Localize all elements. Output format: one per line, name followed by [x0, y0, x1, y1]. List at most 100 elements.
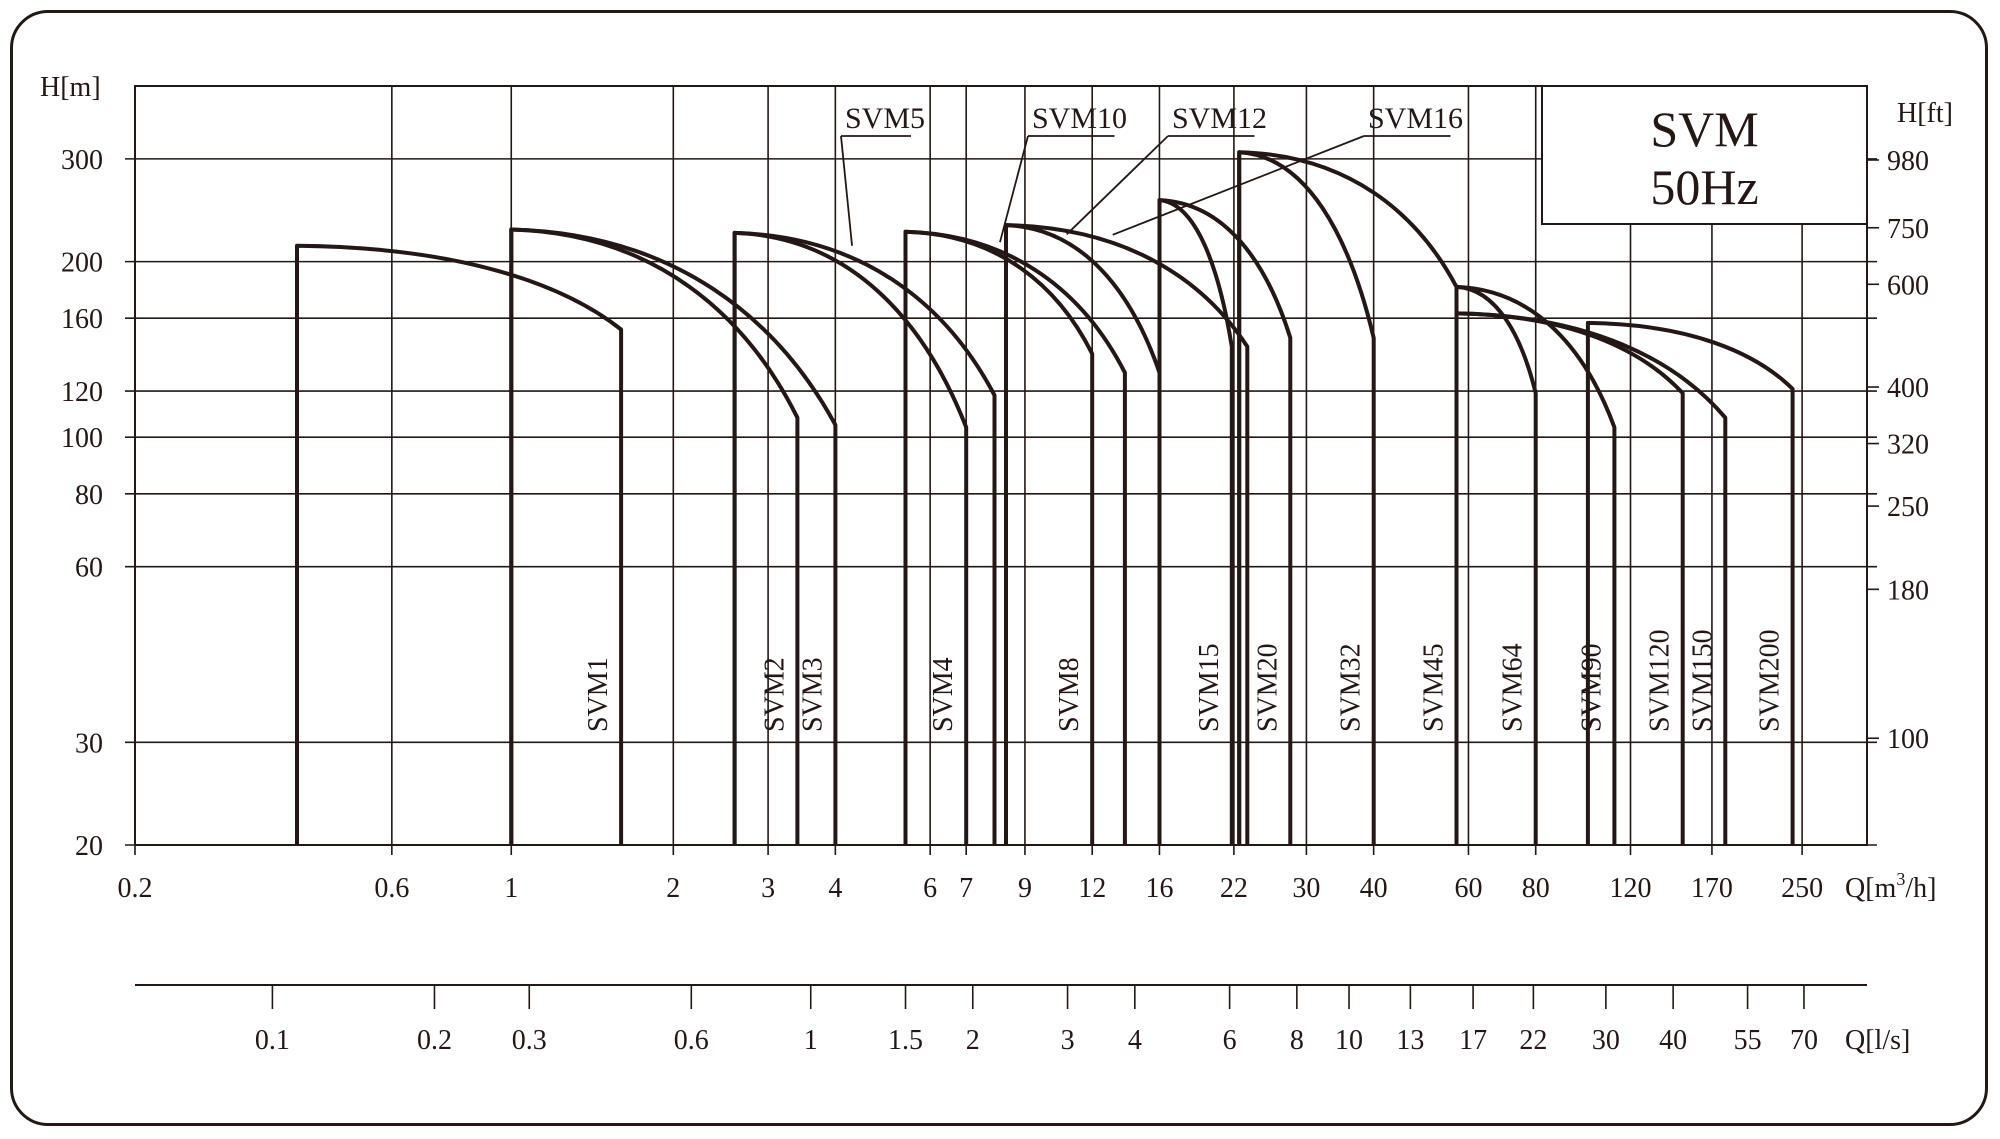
y-right-tick-label: 250	[1887, 492, 1929, 523]
labels: 2030608010012016020030010018025032040060…	[40, 72, 1953, 1056]
y-tick-label: 120	[61, 377, 103, 408]
x-tick-label: 40	[1360, 873, 1388, 904]
y-right-tick-label: 400	[1887, 373, 1929, 404]
x2-tick-label: 2	[966, 1025, 980, 1056]
y-right-tick-label: 980	[1887, 146, 1929, 177]
x-tick-label: 170	[1691, 873, 1733, 904]
x2-tick-label: 4	[1128, 1025, 1142, 1056]
curve-label-svm32: SVM32	[1336, 643, 1367, 732]
x-tick-label: 120	[1610, 873, 1652, 904]
x2-tick-label: 6	[1223, 1025, 1237, 1056]
x2-tick-label: 22	[1519, 1025, 1547, 1056]
x-tick-label: 60	[1454, 873, 1482, 904]
y-tick-label: 60	[75, 553, 103, 584]
x2-tick-label: 13	[1396, 1025, 1424, 1056]
chart-title: SVM	[1650, 101, 1758, 157]
y-right-tick-label: 100	[1887, 724, 1929, 755]
x2-tick-label: 0.2	[417, 1025, 452, 1056]
x-tick-label: 7	[959, 873, 973, 904]
curve-svm20	[1157, 198, 1293, 845]
curve-label-svm10: SVM10	[1032, 102, 1127, 135]
leader-line	[1066, 135, 1169, 235]
x-tick-label: 6	[923, 873, 937, 904]
curve-svm4	[732, 230, 969, 845]
y-tick-label: 20	[75, 831, 103, 862]
x2-tick-label: 0.1	[255, 1025, 290, 1056]
curve-label-svm90: SVM90	[1576, 643, 1607, 732]
curve-label-svm20: SVM20	[1252, 643, 1283, 732]
x2-tick-label: 40	[1659, 1025, 1687, 1056]
curve-label-svm3: SVM3	[797, 657, 828, 732]
x-tick-label: 0.2	[118, 873, 153, 904]
curve-svm200	[1585, 320, 1795, 845]
x2-tick-label: 30	[1592, 1025, 1620, 1056]
curve-svm45	[1237, 150, 1459, 845]
curves	[295, 135, 1795, 845]
x-tick-label: 0.6	[374, 873, 409, 904]
curve-label-svm2: SVM2	[759, 657, 790, 732]
curve-label-svm150: SVM150	[1687, 629, 1718, 732]
y-tick-label: 100	[61, 423, 103, 454]
curve-label-svm8: SVM8	[1054, 657, 1085, 732]
x2-tick-label: 0.6	[674, 1025, 709, 1056]
x-tick-label: 3	[761, 873, 775, 904]
x-tick-label: 16	[1145, 873, 1173, 904]
curve-label-svm64: SVM64	[1498, 643, 1529, 732]
y-tick-label: 80	[75, 480, 103, 511]
y-left-axis-label: H[m]	[40, 72, 101, 103]
curve-svm5	[732, 230, 997, 845]
x-tick-label: 4	[828, 873, 842, 904]
curve-svm150	[1454, 311, 1728, 845]
y-right-axis-label: H[ft]	[1897, 98, 1953, 129]
x-tick-label: 9	[1018, 873, 1032, 904]
y-right-tick-label: 320	[1887, 430, 1929, 461]
title-box	[1541, 85, 1868, 225]
y-tick-label: 300	[61, 145, 103, 176]
curve-label-svm120: SVM120	[1645, 629, 1676, 732]
curve-svm8	[903, 229, 1095, 845]
x-tick-label: 12	[1078, 873, 1106, 904]
y-right-tick-label: 180	[1887, 575, 1929, 606]
curve-label-svm200: SVM200	[1755, 629, 1786, 732]
x2-tick-label: 1.5	[888, 1025, 923, 1056]
x2-axis-label: Q[l/s]	[1845, 1025, 1910, 1056]
curve-label-svm4: SVM4	[928, 657, 959, 732]
curve-svm15	[1157, 198, 1234, 845]
y-tick-label: 160	[61, 304, 103, 335]
x-tick-label: 30	[1292, 873, 1320, 904]
curve-svm3	[509, 227, 838, 845]
chart-subtitle: 50Hz	[1650, 159, 1758, 215]
x2-tick-label: 3	[1061, 1025, 1075, 1056]
x-axis-label-prefix: Q[m	[1845, 873, 1897, 904]
x-tick-label: 80	[1522, 873, 1550, 904]
x-axis-label: Q[m3/h]	[1845, 869, 1936, 904]
x2-tick-label: 55	[1734, 1025, 1762, 1056]
x2-tick-label: 0.3	[512, 1025, 547, 1056]
curve-label-svm45: SVM45	[1418, 643, 1449, 732]
curve-label-svm15: SVM15	[1194, 643, 1225, 732]
x2-tick-label: 10	[1335, 1025, 1363, 1056]
y-right-tick-label: 750	[1887, 214, 1929, 245]
x-axis-label-sup: 3	[1896, 869, 1905, 889]
x-tick-label: 250	[1781, 873, 1823, 904]
curve-label-svm16: SVM16	[1368, 102, 1463, 135]
y-tick-label: 30	[75, 728, 103, 759]
x-axis-label-suffix: /h]	[1905, 873, 1936, 904]
y-tick-label: 200	[61, 248, 103, 279]
x-tick-label: 2	[666, 873, 680, 904]
y-right-tick-label: 600	[1887, 270, 1929, 301]
curve-label-svm5: SVM5	[845, 102, 925, 135]
curve-label-svm1: SVM1	[583, 657, 614, 732]
x2-tick-label: 17	[1459, 1025, 1487, 1056]
curve-svm1	[295, 243, 624, 845]
curve-label-svm12: SVM12	[1172, 102, 1267, 135]
leader-line	[840, 135, 853, 246]
x-tick-label: 1	[504, 873, 518, 904]
x2-tick-label: 70	[1790, 1025, 1818, 1056]
curve-svm120	[1454, 311, 1685, 845]
x2-tick-label: 8	[1290, 1025, 1304, 1056]
chart-frame	[10, 10, 1988, 1126]
curve-svm10	[903, 229, 1127, 845]
x-tick-label: 22	[1220, 873, 1248, 904]
x2-tick-label: 1	[804, 1025, 818, 1056]
